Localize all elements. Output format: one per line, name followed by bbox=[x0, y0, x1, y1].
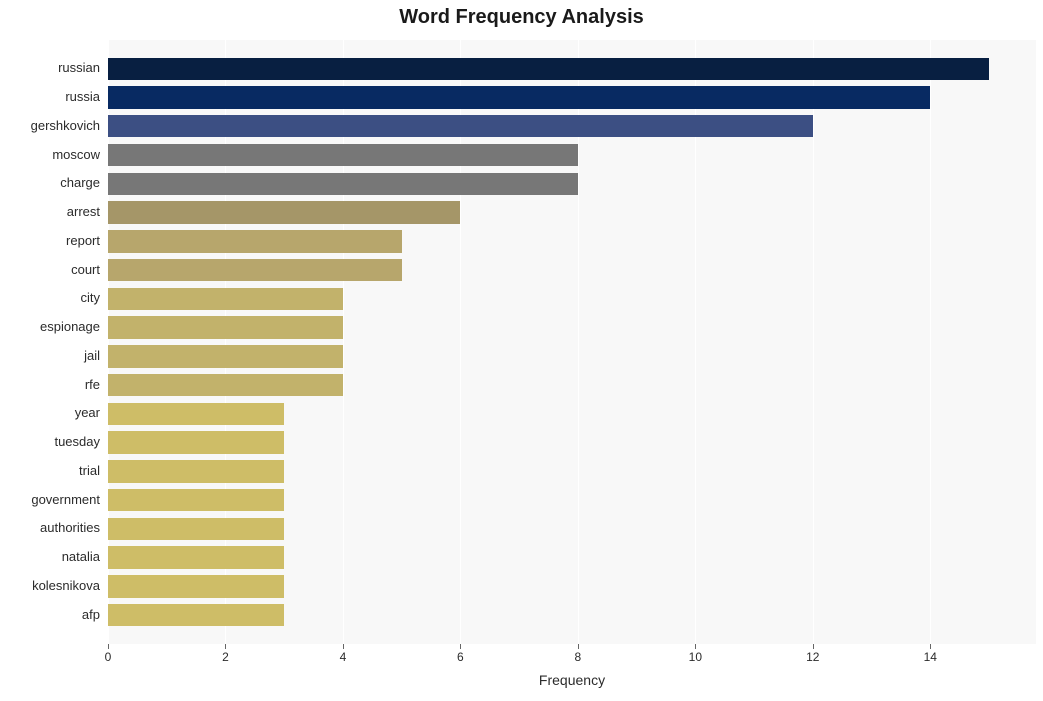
x-tick-mark bbox=[578, 644, 579, 649]
y-category-label: jail bbox=[0, 348, 100, 363]
x-tick-mark bbox=[695, 644, 696, 649]
bar bbox=[108, 144, 578, 166]
y-category-label: gershkovich bbox=[0, 118, 100, 133]
bar bbox=[108, 604, 284, 626]
x-tick-mark bbox=[460, 644, 461, 649]
bar bbox=[108, 345, 343, 367]
y-category-label: tuesday bbox=[0, 434, 100, 449]
bar bbox=[108, 489, 284, 511]
y-category-label: government bbox=[0, 492, 100, 507]
x-tick-label: 8 bbox=[575, 650, 582, 664]
bar bbox=[108, 403, 284, 425]
y-category-label: trial bbox=[0, 463, 100, 478]
y-category-label: report bbox=[0, 233, 100, 248]
bar bbox=[108, 201, 460, 223]
chart-title: Word Frequency Analysis bbox=[0, 6, 1043, 29]
y-category-label: arrest bbox=[0, 204, 100, 219]
bar bbox=[108, 546, 284, 568]
y-category-label: moscow bbox=[0, 147, 100, 162]
x-axis-label: Frequency bbox=[108, 672, 1036, 688]
x-tick-label: 10 bbox=[689, 650, 702, 664]
bar bbox=[108, 230, 402, 252]
y-category-label: rfe bbox=[0, 377, 100, 392]
x-tick-mark bbox=[930, 644, 931, 649]
x-axis: 0 2 4 6 8 10 12 14 bbox=[108, 644, 1036, 674]
x-tick-label: 0 bbox=[105, 650, 112, 664]
grid-line bbox=[930, 40, 931, 644]
x-tick-label: 12 bbox=[806, 650, 819, 664]
y-category-label: espionage bbox=[0, 319, 100, 334]
bar bbox=[108, 86, 930, 108]
plot-area bbox=[108, 40, 1036, 644]
grid-line bbox=[813, 40, 814, 644]
bar bbox=[108, 115, 813, 137]
y-category-label: authorities bbox=[0, 520, 100, 535]
bar bbox=[108, 173, 578, 195]
bar bbox=[108, 316, 343, 338]
bar bbox=[108, 431, 284, 453]
y-category-label: court bbox=[0, 262, 100, 277]
bar bbox=[108, 518, 284, 540]
bar bbox=[108, 259, 402, 281]
y-category-label: year bbox=[0, 405, 100, 420]
y-category-label: charge bbox=[0, 175, 100, 190]
bar bbox=[108, 58, 989, 80]
chart-container: Word Frequency Analysis 0 2 4 6 8 10 12 14 Freq… bbox=[0, 0, 1043, 701]
x-tick-mark bbox=[813, 644, 814, 649]
bar bbox=[108, 460, 284, 482]
y-category-label: russian bbox=[0, 60, 100, 75]
y-category-label: natalia bbox=[0, 549, 100, 564]
bar bbox=[108, 374, 343, 396]
y-category-label: city bbox=[0, 290, 100, 305]
x-tick-label: 14 bbox=[924, 650, 937, 664]
x-tick-label: 4 bbox=[340, 650, 347, 664]
x-tick-mark bbox=[343, 644, 344, 649]
y-category-label: russia bbox=[0, 89, 100, 104]
bar bbox=[108, 575, 284, 597]
y-category-label: afp bbox=[0, 607, 100, 622]
x-tick-mark bbox=[225, 644, 226, 649]
x-tick-label: 6 bbox=[457, 650, 464, 664]
x-tick-label: 2 bbox=[222, 650, 229, 664]
y-category-label: kolesnikova bbox=[0, 578, 100, 593]
x-tick-mark bbox=[108, 644, 109, 649]
bar bbox=[108, 288, 343, 310]
